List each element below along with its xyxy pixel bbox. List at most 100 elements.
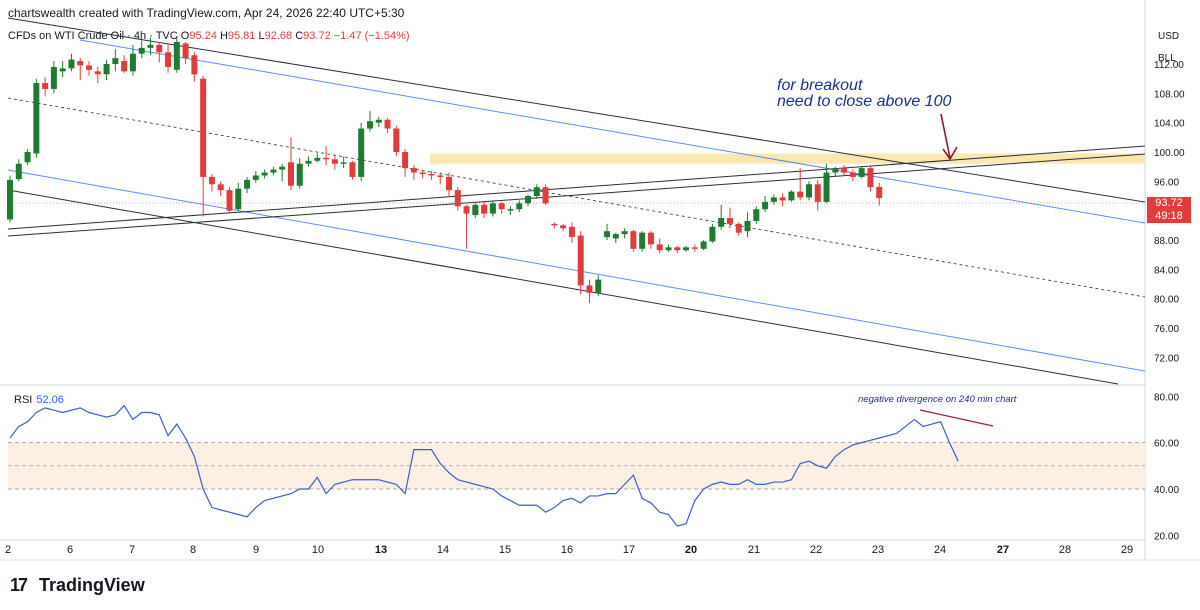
candle-body[interactable] <box>77 61 84 66</box>
candle-body[interactable] <box>472 204 479 216</box>
candle-body[interactable] <box>244 179 251 189</box>
candle-body[interactable] <box>507 209 514 211</box>
candle-body[interactable] <box>270 169 277 173</box>
candle-body[interactable] <box>252 175 259 180</box>
candle-body[interactable] <box>191 55 198 75</box>
divergence-annotation[interactable]: negative divergence on 240 min chart <box>858 394 1017 405</box>
candle-body[interactable] <box>639 232 646 249</box>
candle-body[interactable] <box>428 174 435 176</box>
breakout-annotation[interactable]: for breakout need to close above 100 <box>777 78 951 110</box>
candle-body[interactable] <box>718 218 725 227</box>
candle-body[interactable] <box>665 247 672 251</box>
candle-body[interactable] <box>735 223 742 233</box>
candle-body[interactable] <box>129 53 136 72</box>
candle-body[interactable] <box>340 162 347 164</box>
candle-body[interactable] <box>683 247 690 251</box>
resistance-zone[interactable] <box>430 153 1145 164</box>
candle-body[interactable] <box>621 231 628 235</box>
candle-body[interactable] <box>393 128 400 152</box>
candle-body[interactable] <box>200 78 207 177</box>
candle-body[interactable] <box>770 197 777 202</box>
candle-body[interactable] <box>314 157 321 161</box>
candle-body[interactable] <box>612 234 619 239</box>
candle-body[interactable] <box>858 168 865 177</box>
candle-body[interactable] <box>674 247 681 251</box>
candle-body[interactable] <box>419 172 426 174</box>
candle-body[interactable] <box>279 166 286 170</box>
candle-body[interactable] <box>849 172 856 177</box>
candle-body[interactable] <box>647 232 654 245</box>
candle-body[interactable] <box>498 203 505 210</box>
rsi-name[interactable]: RSI <box>14 394 33 406</box>
candle-body[interactable] <box>138 47 145 54</box>
candle-body[interactable] <box>226 190 233 211</box>
candle-body[interactable] <box>42 83 49 89</box>
candle-body[interactable] <box>50 66 57 89</box>
candle-body[interactable] <box>384 119 391 129</box>
candle-body[interactable] <box>876 186 883 199</box>
channel-mid-line[interactable] <box>7 97 1146 298</box>
candle-body[interactable] <box>841 168 848 173</box>
candle-body[interactable] <box>375 119 382 123</box>
currency-label[interactable]: USD <box>1158 31 1180 42</box>
candle-body[interactable] <box>331 159 338 164</box>
candle-body[interactable] <box>691 247 698 249</box>
candle-body[interactable] <box>779 197 786 201</box>
candle-body[interactable] <box>446 176 452 191</box>
candle-body[interactable] <box>797 191 804 198</box>
candle-body[interactable] <box>595 279 602 293</box>
candle-body[interactable] <box>481 204 488 214</box>
candle-body[interactable] <box>551 223 558 226</box>
candle-body[interactable] <box>261 172 268 176</box>
candle-body[interactable] <box>94 71 101 75</box>
candle-body[interactable] <box>454 190 461 207</box>
channel-lower-line[interactable] <box>7 189 1119 385</box>
symbol-name[interactable]: CFDs on WTI Crude Oil · 4h · TVC <box>8 30 178 42</box>
candle-body[interactable] <box>542 187 549 204</box>
candle-body[interactable] <box>208 176 215 185</box>
candle-body[interactable] <box>366 121 373 129</box>
candle-body[interactable] <box>577 235 584 286</box>
candle-body[interactable] <box>358 128 365 177</box>
candle-body[interactable] <box>630 231 637 249</box>
candle-body[interactable] <box>323 157 330 160</box>
candle-body[interactable] <box>726 218 733 224</box>
candle-body[interactable] <box>147 44 154 48</box>
candle-body[interactable] <box>788 191 795 201</box>
candle-body[interactable] <box>525 196 532 204</box>
tradingview-logo[interactable]: 17 TradingView <box>10 575 145 595</box>
candle-body[interactable] <box>700 241 707 249</box>
candle-body[interactable] <box>112 58 119 64</box>
candle-body[interactable] <box>560 225 567 229</box>
candle-body[interactable] <box>463 206 470 214</box>
candle-body[interactable] <box>235 188 242 210</box>
candle-body[interactable] <box>823 172 830 202</box>
support-line-a[interactable] <box>7 145 1146 230</box>
candle-body[interactable] <box>59 68 66 72</box>
candle-body[interactable] <box>533 187 540 196</box>
candle-body[interactable] <box>15 163 22 180</box>
candle-body[interactable] <box>173 42 180 70</box>
candle-body[interactable] <box>656 244 663 251</box>
candle-body[interactable] <box>33 83 40 154</box>
candle-body[interactable] <box>744 220 751 232</box>
candle-body[interactable] <box>410 168 417 173</box>
candle-body[interactable] <box>568 226 575 238</box>
candle-body[interactable] <box>24 152 31 163</box>
divergence-line[interactable] <box>919 409 994 427</box>
candle-body[interactable] <box>867 168 874 188</box>
candle-body[interactable] <box>805 184 812 198</box>
candle-body[interactable] <box>516 203 523 210</box>
candle-body[interactable] <box>182 43 189 59</box>
candle-body[interactable] <box>489 203 496 214</box>
candle-body[interactable] <box>762 201 769 210</box>
blue-upper-line[interactable] <box>79 39 1146 224</box>
candle-body[interactable] <box>287 162 294 186</box>
candle-body[interactable] <box>296 163 303 186</box>
candle-body[interactable] <box>604 231 611 238</box>
candle-body[interactable] <box>305 160 312 164</box>
channel-upper-line[interactable] <box>7 17 1146 203</box>
candle-body[interactable] <box>68 59 75 69</box>
candle-body[interactable] <box>121 61 128 72</box>
